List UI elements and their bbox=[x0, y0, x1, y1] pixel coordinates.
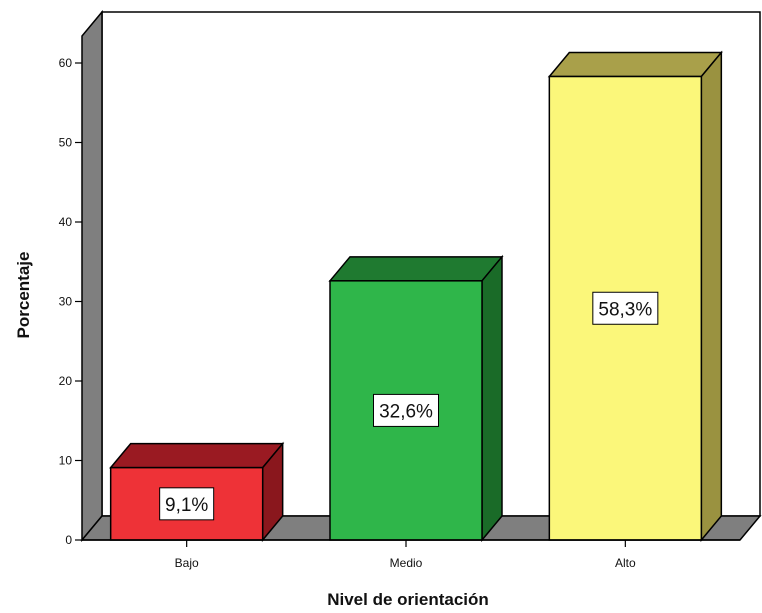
bar-side bbox=[700, 50, 723, 543]
y-tick-label: 30 bbox=[59, 295, 73, 309]
bar-side bbox=[481, 254, 503, 543]
x-axis-title: Nivel de orientación bbox=[327, 590, 489, 609]
data-label-box bbox=[159, 487, 215, 521]
y-tick-label: 50 bbox=[59, 136, 73, 150]
bar-top bbox=[328, 256, 504, 282]
data-label: 58,3% bbox=[598, 299, 652, 320]
x-tick-label: Medio bbox=[390, 556, 423, 570]
y-tick-label: 20 bbox=[59, 374, 73, 388]
x-tick-label: Bajo bbox=[175, 556, 199, 570]
y-axis-title: Porcentaje bbox=[14, 252, 33, 339]
data-label: 9,1% bbox=[165, 495, 208, 516]
data-label: 32,6% bbox=[379, 401, 433, 422]
y-tick-label: 0 bbox=[65, 533, 72, 547]
y-tick-label: 40 bbox=[59, 215, 73, 229]
x-axis: Bajo Medio Alto bbox=[82, 539, 740, 570]
y-axis: 0 10 20 30 40 50 60 bbox=[59, 56, 82, 547]
data-label-box bbox=[592, 291, 659, 325]
bar-top bbox=[109, 442, 285, 469]
data-label-box bbox=[373, 393, 439, 427]
y-tick-label: 60 bbox=[59, 56, 73, 70]
bar-top bbox=[547, 51, 723, 78]
left-wall bbox=[81, 9, 103, 543]
x-tick-label: Alto bbox=[615, 556, 636, 570]
bars: 9,1% 32,6% 58,3% bbox=[109, 50, 723, 543]
y-tick-label: 10 bbox=[59, 454, 73, 468]
